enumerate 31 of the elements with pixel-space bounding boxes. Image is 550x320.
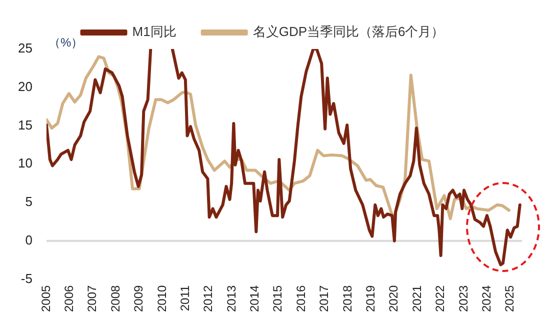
y-axis-title: （%） bbox=[48, 35, 84, 50]
x-tick-label: 2017 bbox=[317, 284, 332, 312]
x-tick-label: 2024 bbox=[480, 284, 494, 312]
x-tick-label: 2018 bbox=[340, 284, 354, 312]
x-tick-label: 2011 bbox=[178, 284, 192, 312]
x-tick-label: 2009 bbox=[132, 284, 146, 312]
x-tick-label: 2006 bbox=[62, 284, 76, 312]
x-tick-label: 2007 bbox=[85, 284, 100, 312]
y-tick-label: 5 bbox=[25, 194, 32, 210]
x-tick-label: 2022 bbox=[433, 284, 448, 312]
x-tick-label: 2008 bbox=[108, 284, 122, 312]
x-tick-label: 2016 bbox=[294, 284, 308, 312]
y-tick-label: 10 bbox=[18, 156, 32, 171]
y-tick-label: -5 bbox=[20, 270, 32, 286]
y-tick-label: 25 bbox=[18, 40, 32, 56]
x-tick-label: 2020 bbox=[386, 284, 401, 312]
x-tick-label: 2014 bbox=[248, 284, 262, 312]
x-tick-label: 2015 bbox=[270, 284, 285, 312]
x-tick-label: 2013 bbox=[224, 284, 238, 312]
legend-label: M1同比 bbox=[132, 24, 176, 40]
legend-label: 名义GDP当季同比（落后6个月） bbox=[252, 24, 444, 40]
y-tick-label: 0 bbox=[25, 232, 32, 248]
x-tick-label: 2021 bbox=[410, 284, 424, 312]
y-tick-label: 15 bbox=[18, 117, 32, 132]
x-tick-label: 2025 bbox=[502, 284, 517, 312]
x-tick-label: 2019 bbox=[364, 284, 378, 312]
x-tick-label: 2005 bbox=[38, 284, 53, 312]
y-tick-label: 20 bbox=[18, 78, 32, 94]
x-tick-label: 2023 bbox=[456, 284, 470, 312]
x-tick-label: 2012 bbox=[201, 284, 216, 312]
x-tick-label: 2010 bbox=[154, 284, 169, 312]
